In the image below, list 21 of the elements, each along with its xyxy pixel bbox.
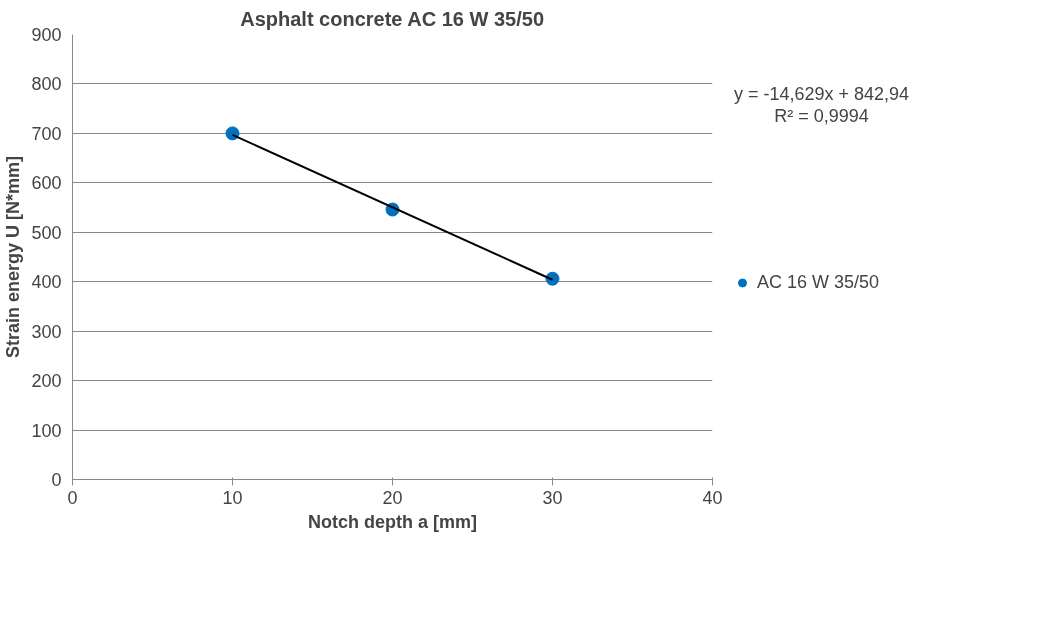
text: y = -14,629x + 842,94 R² = 0,9994 bbox=[733, 83, 910, 127]
point bbox=[225, 126, 240, 141]
y-tick-label: 300 bbox=[31, 321, 62, 342]
x-tick-label: 10 bbox=[222, 487, 243, 508]
x-tick-label: 30 bbox=[542, 487, 563, 508]
y-tick-label: 800 bbox=[31, 74, 62, 95]
legend-label: AC 16 W 35/50 bbox=[757, 271, 880, 293]
x-tick-label: 40 bbox=[702, 487, 723, 508]
x-tick-label: 20 bbox=[382, 487, 403, 508]
y-tick-label: 100 bbox=[31, 420, 62, 441]
y-tick-label: 400 bbox=[31, 272, 62, 293]
y-tick-label: 900 bbox=[31, 25, 62, 45]
chart-title: Asphalt concrete AC 16 W 35/50 bbox=[240, 7, 545, 30]
y-tick-label: 500 bbox=[31, 222, 62, 243]
y-tick-label: 600 bbox=[31, 173, 62, 194]
y-tick-label: 700 bbox=[31, 123, 62, 144]
x-axis-title: Notch depth a [mm] bbox=[308, 511, 477, 532]
y-tick-label: 200 bbox=[31, 371, 62, 392]
y-axis-title: Strain energy U [N*mm] bbox=[3, 155, 24, 359]
y-tick-label: 0 bbox=[51, 470, 62, 490]
x-tick-label: 0 bbox=[67, 487, 78, 508]
